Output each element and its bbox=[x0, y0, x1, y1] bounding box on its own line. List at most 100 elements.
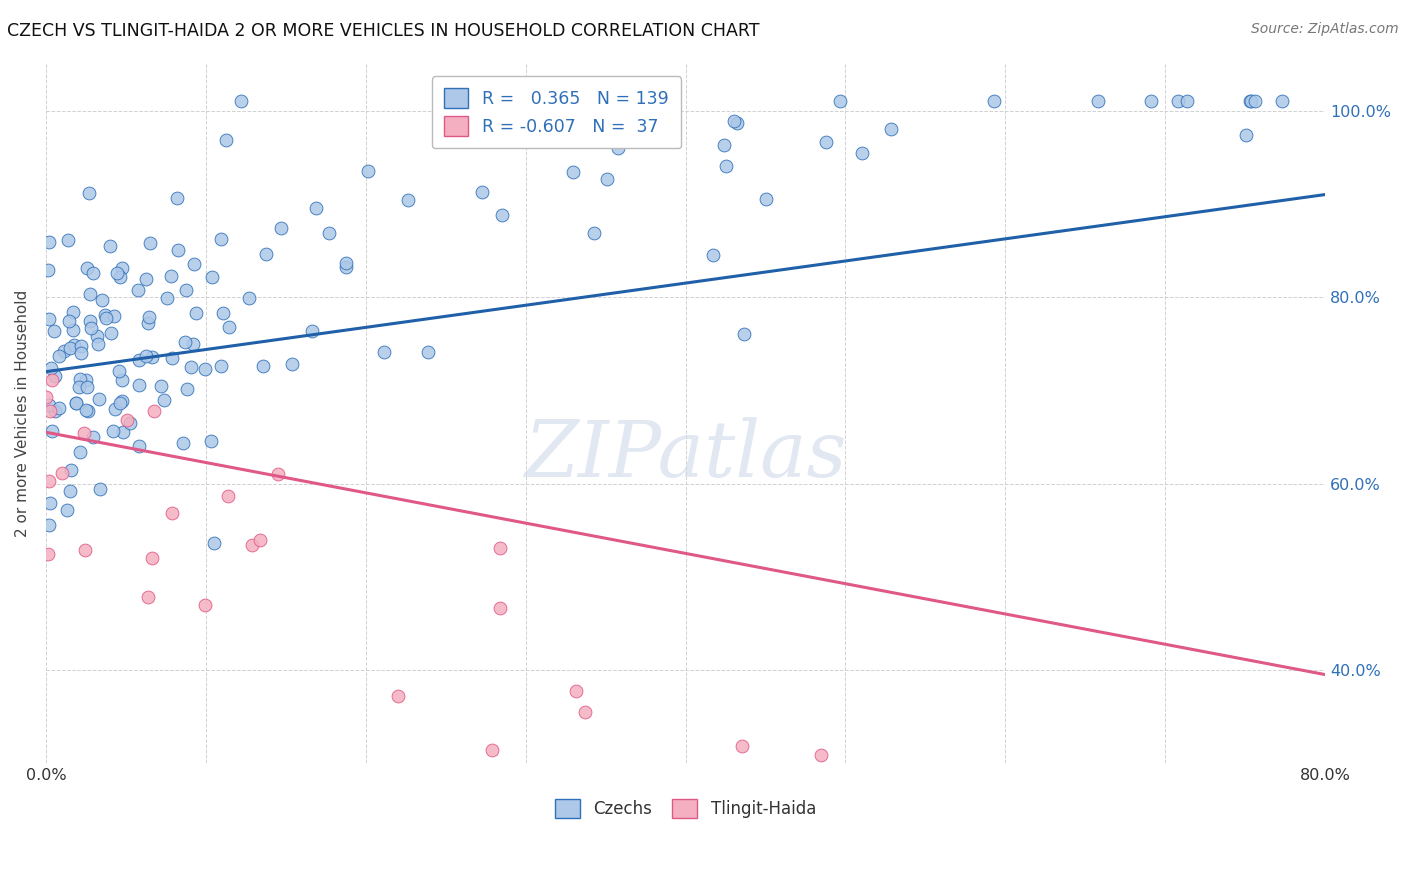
Point bbox=[128, 377, 150, 392]
Point bbox=[270, 221, 292, 235]
Point bbox=[1239, 95, 1261, 109]
Point bbox=[193, 599, 215, 613]
Point bbox=[59, 341, 82, 355]
Point bbox=[69, 346, 91, 360]
Point bbox=[1087, 95, 1109, 109]
Point bbox=[481, 743, 503, 757]
Point bbox=[880, 122, 903, 136]
Point bbox=[733, 326, 755, 341]
Point bbox=[565, 684, 588, 698]
Point bbox=[713, 137, 735, 152]
Point bbox=[35, 390, 58, 404]
Point bbox=[59, 463, 82, 477]
Point bbox=[73, 425, 96, 440]
Point bbox=[173, 334, 195, 349]
Point bbox=[103, 424, 125, 438]
Point bbox=[489, 601, 512, 615]
Point bbox=[249, 533, 271, 547]
Point bbox=[62, 305, 84, 319]
Point bbox=[37, 547, 59, 561]
Point bbox=[209, 232, 232, 246]
Point bbox=[574, 706, 596, 720]
Point bbox=[38, 312, 60, 326]
Point bbox=[111, 373, 134, 387]
Point bbox=[174, 283, 197, 297]
Point bbox=[138, 310, 160, 325]
Point bbox=[1201, 774, 1223, 789]
Point bbox=[89, 482, 111, 496]
Point bbox=[702, 248, 724, 262]
Point bbox=[471, 185, 494, 199]
Point bbox=[62, 323, 84, 337]
Point bbox=[200, 434, 222, 448]
Point bbox=[100, 326, 122, 340]
Point bbox=[254, 247, 277, 261]
Point bbox=[454, 774, 477, 789]
Point bbox=[180, 360, 202, 375]
Point bbox=[86, 328, 108, 343]
Point bbox=[160, 351, 183, 365]
Point bbox=[105, 266, 128, 280]
Point bbox=[135, 349, 157, 363]
Point bbox=[103, 309, 125, 323]
Point bbox=[1015, 774, 1038, 789]
Point bbox=[111, 260, 134, 275]
Point bbox=[267, 467, 290, 482]
Point bbox=[561, 165, 583, 179]
Point bbox=[1268, 774, 1291, 789]
Point bbox=[111, 394, 134, 409]
Point bbox=[1139, 95, 1161, 109]
Point bbox=[111, 425, 134, 440]
Point bbox=[136, 316, 159, 330]
Point bbox=[141, 350, 163, 364]
Point bbox=[725, 116, 748, 130]
Point bbox=[240, 538, 263, 552]
Point bbox=[166, 243, 188, 257]
Point bbox=[607, 141, 630, 155]
Point bbox=[810, 748, 832, 763]
Point bbox=[830, 95, 852, 109]
Point bbox=[63, 337, 86, 351]
Point bbox=[41, 424, 63, 438]
Point bbox=[252, 359, 274, 373]
Point bbox=[77, 404, 100, 418]
Point bbox=[540, 95, 562, 109]
Point bbox=[335, 256, 357, 270]
Point bbox=[79, 314, 101, 328]
Point bbox=[318, 226, 340, 240]
Point bbox=[38, 517, 60, 532]
Point bbox=[200, 270, 222, 285]
Point bbox=[110, 396, 132, 410]
Point bbox=[160, 269, 183, 284]
Point bbox=[90, 293, 112, 307]
Point bbox=[48, 349, 70, 363]
Point bbox=[1271, 95, 1294, 109]
Point bbox=[44, 404, 66, 418]
Point bbox=[214, 134, 236, 148]
Point bbox=[82, 430, 104, 444]
Legend: Czechs, Tlingit-Haida: Czechs, Tlingit-Haida bbox=[548, 792, 823, 825]
Point bbox=[152, 392, 174, 407]
Point bbox=[184, 305, 207, 319]
Point bbox=[166, 192, 188, 206]
Point bbox=[128, 353, 150, 368]
Point bbox=[851, 145, 873, 160]
Point bbox=[75, 542, 97, 557]
Point bbox=[76, 380, 98, 394]
Point bbox=[217, 489, 239, 503]
Text: CZECH VS TLINGIT-HAIDA 2 OR MORE VEHICLES IN HOUSEHOLD CORRELATION CHART: CZECH VS TLINGIT-HAIDA 2 OR MORE VEHICLE… bbox=[7, 22, 759, 40]
Point bbox=[1234, 128, 1257, 143]
Point bbox=[77, 186, 100, 200]
Point bbox=[373, 345, 395, 359]
Point bbox=[38, 474, 60, 488]
Point bbox=[65, 396, 87, 410]
Point bbox=[56, 502, 79, 516]
Point bbox=[231, 95, 253, 109]
Point bbox=[94, 311, 117, 326]
Point bbox=[907, 774, 929, 789]
Point bbox=[87, 392, 110, 407]
Point bbox=[80, 321, 103, 335]
Point bbox=[357, 164, 380, 178]
Point bbox=[127, 283, 149, 297]
Point bbox=[38, 398, 60, 412]
